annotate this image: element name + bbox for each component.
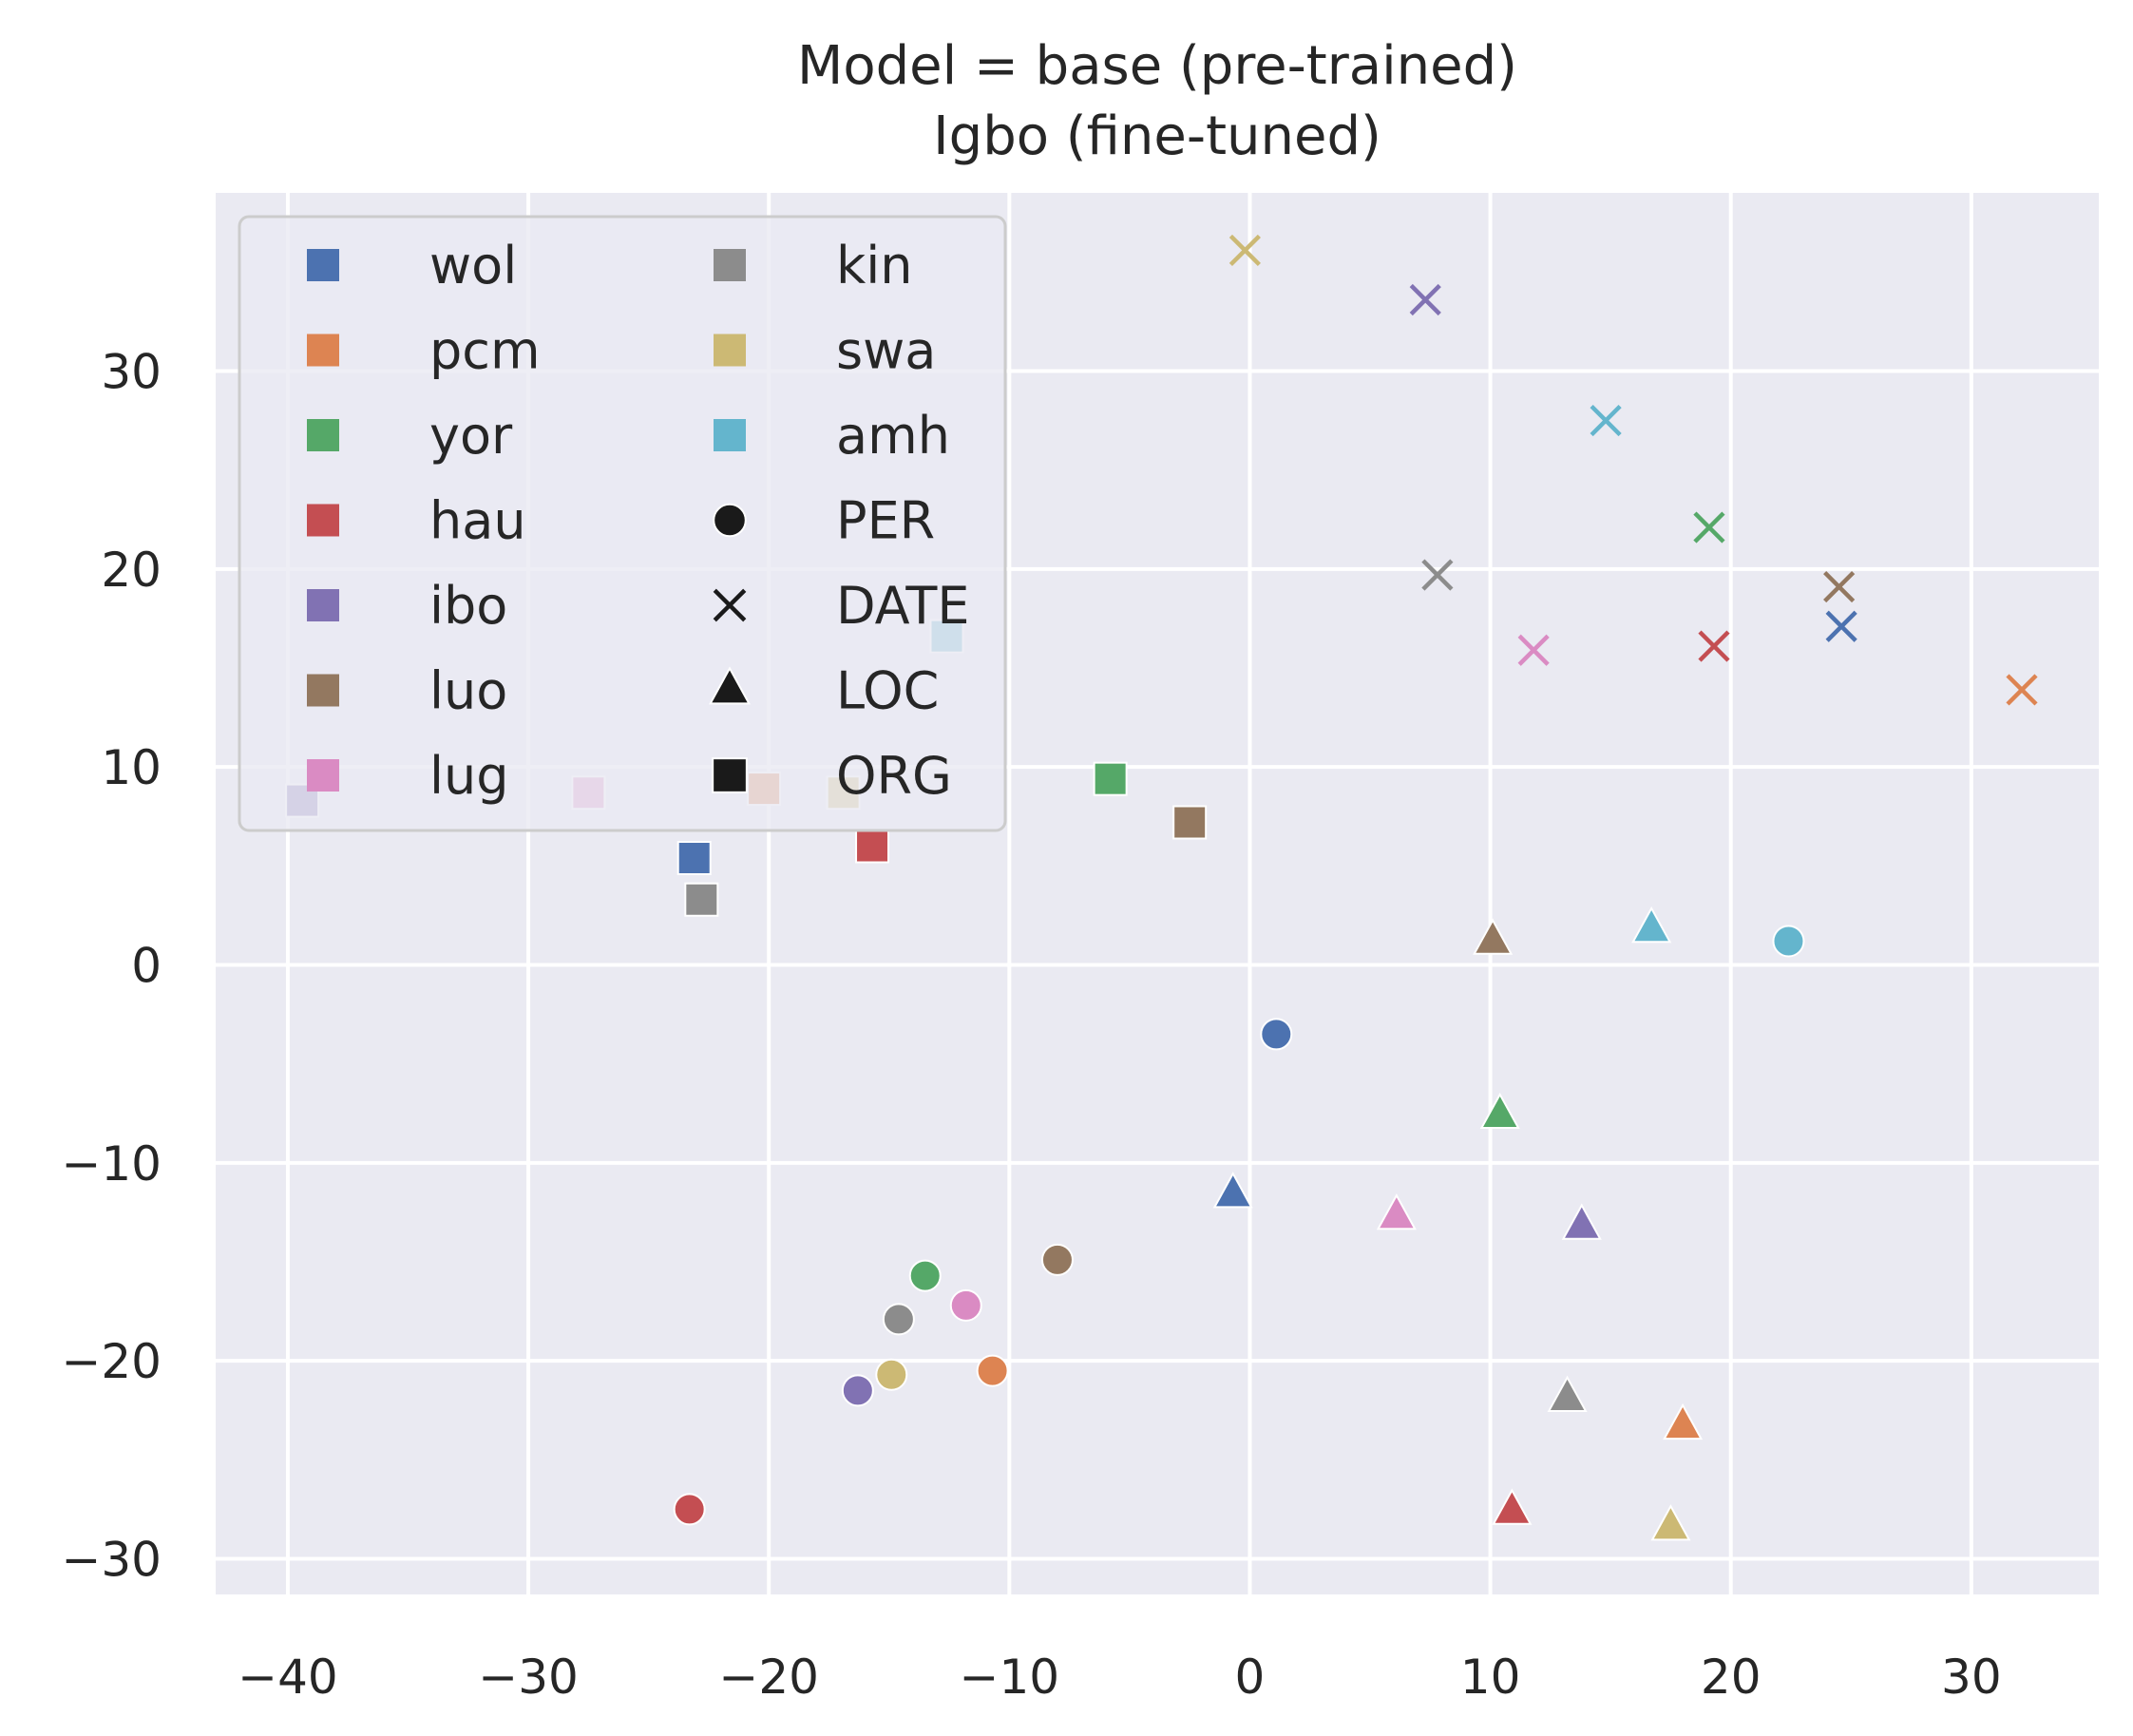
point-hau-per	[673, 1493, 706, 1526]
legend-marker-pcm	[307, 334, 339, 367]
legend-marker-wol	[307, 249, 339, 281]
point-kin-loc	[1547, 1375, 1588, 1412]
point-pcm-loc	[1663, 1402, 1704, 1440]
legend-marker-swa	[714, 334, 746, 367]
legend-frame	[238, 215, 1007, 832]
x-tick-label: 30	[1941, 1650, 2002, 1705]
point-amh-loc	[1631, 906, 1672, 944]
legend-label-yor: yor	[429, 406, 513, 466]
legend-label-luo: luo	[429, 661, 507, 721]
x-tick-label: −40	[238, 1650, 338, 1705]
point-hau-date	[1698, 630, 1730, 662]
point-luo-org	[1172, 805, 1208, 840]
legend-marker-yor	[307, 419, 339, 451]
x-tick-label: −20	[718, 1650, 819, 1705]
legend-label-wol: wol	[429, 236, 517, 296]
point-luo-per	[1040, 1243, 1074, 1276]
legend-marker-date	[713, 588, 747, 622]
point-pcm-per	[976, 1354, 1009, 1387]
point-yor-date	[1693, 511, 1725, 544]
legend: wol pcm yor hau ibo luo lug kin swa amh PER DATE LOC…	[238, 215, 1007, 832]
legend-label-kin: kin	[836, 236, 913, 296]
legend-marker-lug	[307, 759, 339, 792]
legend-marker-org	[712, 757, 748, 793]
legend-label-date: DATE	[836, 576, 969, 636]
point-wol-per	[1260, 1018, 1293, 1051]
point-luo-loc	[1473, 918, 1514, 955]
y-axis-tick-labels: −30 −20 −10 0 10 20 30	[61, 345, 162, 1588]
point-kin-org	[684, 882, 719, 917]
legend-label-hau: hau	[429, 491, 526, 551]
point-ibo-date	[1409, 283, 1441, 316]
x-tick-label: 10	[1460, 1650, 1521, 1705]
point-yor-org	[1093, 761, 1128, 796]
legend-marker-ibo	[307, 589, 339, 621]
point-amh-date	[1590, 404, 1622, 437]
legend-label-amh: amh	[836, 406, 950, 466]
legend-marker-loc	[708, 666, 752, 705]
point-yor-loc	[1479, 1092, 1520, 1130]
legend-marker-luo	[307, 674, 339, 707]
chart-title-line-2: Igbo (fine-tuned)	[933, 105, 1381, 167]
x-tick-label: 0	[1235, 1650, 1266, 1705]
y-tick-label: 20	[101, 543, 162, 598]
point-lug-per	[949, 1288, 982, 1322]
point-swa-per	[875, 1358, 908, 1391]
y-tick-label: −10	[61, 1136, 162, 1192]
legend-marker-kin	[714, 249, 746, 281]
point-lug-loc	[1376, 1193, 1417, 1230]
point-ibo-per	[841, 1374, 874, 1407]
point-swa-date	[1228, 234, 1261, 267]
point-hau-loc	[1492, 1488, 1533, 1525]
point-hau-org	[855, 829, 890, 864]
point-kin-per	[882, 1303, 915, 1336]
point-swa-loc	[1650, 1504, 1691, 1541]
y-tick-label: 30	[101, 345, 162, 400]
legend-label-org: ORG	[836, 746, 952, 806]
y-tick-label: −30	[61, 1533, 162, 1588]
y-tick-label: 0	[131, 939, 162, 994]
legend-label-lug: lug	[429, 746, 509, 806]
legend-marker-hau	[307, 504, 339, 537]
legend-label-per: PER	[836, 491, 935, 551]
point-ibo-loc	[1561, 1203, 1602, 1240]
x-axis-tick-labels: −40 −30 −20 −10 0 10 20 30	[238, 1650, 2001, 1705]
point-yor-per	[908, 1259, 942, 1292]
legend-label-loc: LOC	[836, 661, 939, 721]
point-wol-org	[676, 841, 712, 875]
x-tick-label: −30	[478, 1650, 579, 1705]
y-tick-label: 10	[101, 740, 162, 795]
legend-label-pcm: pcm	[429, 321, 541, 381]
point-kin-date	[1421, 559, 1454, 591]
legend-marker-amh	[714, 419, 746, 451]
legend-label-ibo: ibo	[429, 576, 507, 636]
x-tick-label: −10	[960, 1650, 1060, 1705]
point-wol-date	[1825, 610, 1857, 642]
point-wol-loc	[1212, 1172, 1253, 1209]
point-amh-per	[1772, 925, 1805, 958]
point-lug-date	[1517, 634, 1550, 666]
chart-title-line-1: Model = base (pre-trained)	[797, 35, 1517, 97]
point-pcm-date	[2006, 674, 2038, 706]
x-tick-label: 20	[1701, 1650, 1762, 1705]
point-luo-date	[1823, 570, 1856, 603]
legend-label-swa: swa	[836, 321, 936, 381]
y-tick-label: −20	[61, 1334, 162, 1389]
legend-marker-per	[713, 503, 747, 538]
